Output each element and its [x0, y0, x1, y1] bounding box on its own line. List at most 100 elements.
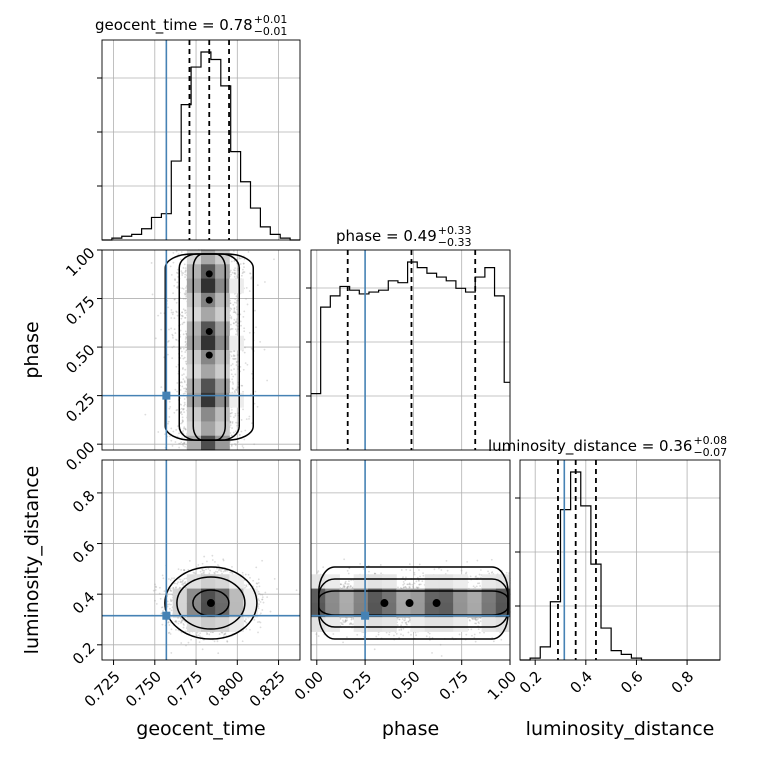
scatter-point [232, 303, 235, 306]
scatter-point [180, 403, 183, 406]
scatter-point [234, 311, 236, 314]
hist-bin-geocent_time [241, 182, 251, 240]
scatter-point [261, 596, 264, 599]
scatter-point [168, 631, 171, 634]
scatter-point [182, 357, 185, 360]
density-cell [201, 421, 216, 437]
scatter-point [181, 311, 184, 314]
scatter-point [255, 582, 258, 585]
scatter-point [184, 269, 187, 272]
scatter-point [233, 322, 235, 325]
hist-bin-geocent_time [251, 208, 261, 240]
scatter-point [169, 598, 172, 601]
hist-bin-phase [350, 290, 360, 450]
scatter-point [180, 354, 183, 357]
scatter-point [170, 311, 173, 314]
scatter-point [263, 348, 266, 351]
scatter-point [184, 276, 186, 278]
hist-bin-phase [466, 292, 476, 450]
density-cell [186, 307, 202, 322]
density-cell [201, 378, 216, 394]
density-cell [201, 335, 216, 351]
scatter-point [176, 408, 179, 411]
scatter-point [182, 347, 185, 350]
scatter-point [180, 251, 183, 253]
scatter-point [182, 420, 184, 423]
scatter-point [203, 571, 205, 574]
scatter-point [255, 585, 258, 588]
scatter-point [179, 581, 182, 584]
scatter-point [169, 589, 172, 592]
scatter-point [242, 408, 244, 411]
scatter-point [172, 345, 175, 348]
scatter-point [181, 443, 184, 446]
hist-bin-luminosity_distance [561, 510, 571, 660]
scatter-point [247, 251, 250, 253]
scatter-point [181, 323, 184, 325]
scatter-point [232, 375, 235, 378]
scatter-point [229, 424, 232, 427]
scatter-point [157, 431, 160, 433]
scatter-point [188, 632, 191, 634]
scatter-point [245, 297, 247, 300]
hist-bin-phase [495, 296, 505, 450]
scatter-point [230, 364, 233, 367]
density-cell [201, 435, 216, 451]
scatter-point [217, 652, 220, 655]
scatter-point [237, 267, 239, 270]
scatter-point [183, 442, 185, 444]
scatter-point [232, 311, 235, 314]
scatter-point [169, 405, 172, 408]
scatter-point [178, 446, 181, 449]
hist-bin-geocent_time [152, 217, 162, 240]
scatter-point [144, 413, 147, 416]
scatter-point [245, 418, 248, 421]
scatter-point [234, 357, 237, 360]
scatter-point [197, 564, 200, 566]
density-cell [186, 407, 202, 422]
scatter-point [232, 355, 235, 358]
scatter-point [230, 355, 233, 358]
scatter-point [174, 278, 176, 281]
scatter-point [183, 380, 186, 382]
scatter-point [171, 313, 174, 316]
hist-bin-luminosity_distance [550, 602, 560, 660]
scatter-point [171, 334, 174, 337]
scatter-point [269, 610, 272, 613]
scatter-point [221, 572, 223, 575]
scatter-point [259, 340, 262, 343]
scatter-point [209, 569, 211, 572]
scatter-point [183, 411, 186, 414]
scatter-point [262, 601, 265, 604]
scatter-point [258, 585, 261, 588]
scatter-point [184, 428, 187, 431]
scatter-point [179, 347, 182, 350]
scatter-point [240, 419, 243, 421]
scatter-point [237, 365, 239, 368]
scatter-point [250, 276, 253, 279]
scatter-point [181, 287, 184, 290]
scatter-point [233, 272, 236, 275]
density-cell [186, 364, 202, 380]
scatter-point [182, 408, 185, 411]
scatter-point [183, 356, 186, 359]
scatter-point [171, 357, 174, 360]
scatter-point [236, 368, 239, 370]
scatter-point [181, 271, 183, 274]
scatter-point [244, 346, 246, 349]
scatter-point [179, 442, 182, 445]
scatter-point [171, 333, 174, 336]
scatter-point [170, 309, 173, 311]
scatter-point [273, 258, 275, 261]
scatter-point [230, 444, 233, 446]
scatter-point [182, 392, 185, 395]
scatter-point [159, 597, 162, 600]
scatter-point [236, 360, 239, 363]
scatter-point [235, 324, 238, 327]
scatter-point [184, 387, 187, 390]
scatter-point [233, 358, 235, 361]
scatter-point [182, 267, 185, 269]
scatter-point [246, 363, 249, 366]
scatter-point [183, 401, 186, 404]
scatter-point [233, 292, 236, 295]
